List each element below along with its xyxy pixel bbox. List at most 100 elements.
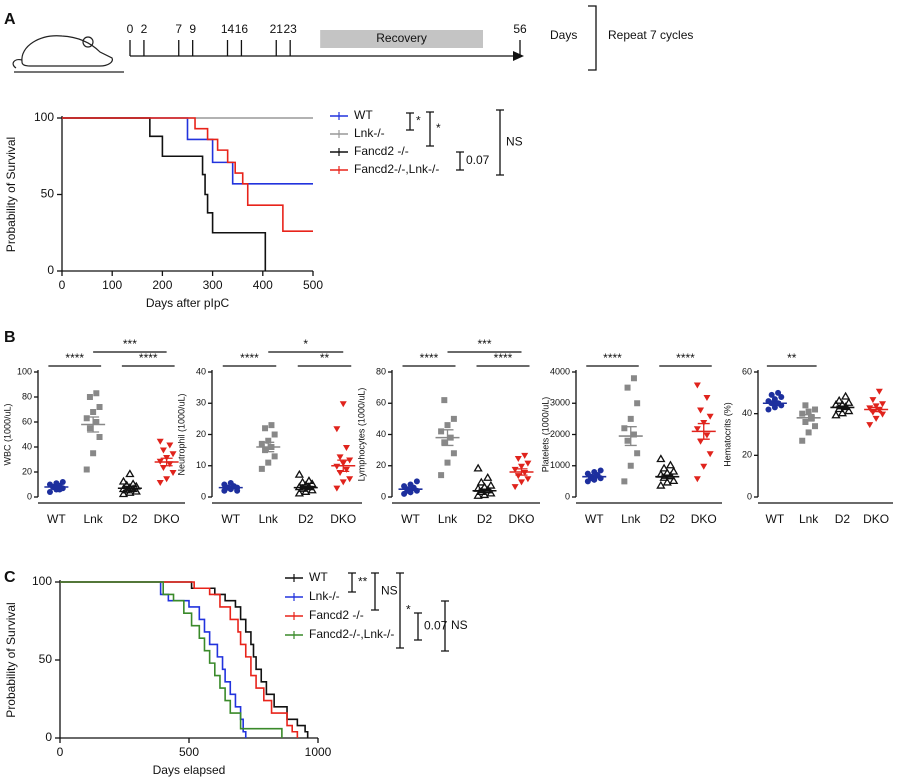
data-point bbox=[413, 478, 420, 485]
data-point bbox=[156, 438, 164, 445]
data-point bbox=[656, 454, 666, 463]
data-point bbox=[86, 394, 93, 400]
timeline-tick-label: 9 bbox=[189, 22, 196, 36]
x-tick-label: 0 bbox=[57, 745, 64, 759]
data-point bbox=[656, 480, 666, 489]
error-bar bbox=[661, 474, 674, 479]
timeline-tick-label: 21 bbox=[270, 22, 284, 36]
y-tick-label: 100 bbox=[17, 366, 32, 376]
data-point bbox=[93, 390, 100, 397]
data-point bbox=[627, 415, 634, 422]
data-point bbox=[444, 459, 451, 466]
data-point bbox=[518, 479, 525, 486]
data-point bbox=[802, 402, 809, 409]
y-axis-title: WBC (1000/uL) bbox=[2, 403, 12, 465]
data-point bbox=[159, 447, 167, 454]
recovery-label: Recovery bbox=[376, 31, 427, 45]
y-tick-label: 20 bbox=[742, 450, 752, 460]
y-tick-label: 40 bbox=[742, 408, 752, 418]
data-point bbox=[879, 411, 887, 418]
significance-label: **** bbox=[494, 351, 513, 365]
error-bar bbox=[802, 414, 815, 422]
data-point bbox=[802, 419, 809, 425]
significance-label: **** bbox=[139, 351, 158, 365]
data-point bbox=[83, 466, 90, 473]
x-axis-title: Days after pIpC bbox=[146, 296, 230, 310]
timeline-tick-label: 0 bbox=[127, 22, 134, 36]
x-tick-label: WT bbox=[47, 512, 66, 526]
data-point bbox=[265, 437, 272, 444]
significance-label: **** bbox=[420, 351, 439, 365]
data-point bbox=[163, 476, 171, 483]
data-point bbox=[659, 463, 669, 472]
data-point bbox=[799, 410, 806, 417]
panel-label: B bbox=[4, 329, 16, 346]
x-tick-label: Lnk bbox=[438, 512, 458, 526]
data-point bbox=[621, 478, 628, 485]
error-bar bbox=[441, 429, 454, 447]
x-tick-label: D2 bbox=[122, 512, 138, 526]
x-tick-label: D2 bbox=[835, 512, 851, 526]
timeline-arrow bbox=[513, 51, 524, 61]
data-point bbox=[844, 406, 854, 415]
x-tick-label: 0 bbox=[59, 278, 66, 292]
y-axis-title: Hematocrits (%) bbox=[722, 402, 732, 467]
error-bar bbox=[515, 468, 528, 476]
y-tick-label: 80 bbox=[22, 391, 32, 401]
data-point bbox=[524, 476, 532, 483]
error-bar bbox=[224, 485, 237, 490]
significance-label: * bbox=[406, 603, 411, 617]
data-point bbox=[834, 395, 844, 404]
x-tick-label: 100 bbox=[102, 278, 122, 292]
data-point bbox=[597, 467, 604, 474]
significance-label: *** bbox=[477, 337, 491, 351]
significance-bracket bbox=[456, 151, 464, 171]
significance-label: 0.07 bbox=[466, 153, 490, 167]
survival-curve bbox=[62, 117, 313, 185]
data-point bbox=[624, 384, 631, 391]
data-point bbox=[775, 389, 782, 396]
data-point bbox=[879, 401, 887, 408]
error-bar bbox=[478, 488, 491, 493]
x-tick-label: WT bbox=[221, 512, 240, 526]
error-bar bbox=[588, 474, 601, 479]
y-tick-label: 0 bbox=[565, 491, 570, 501]
data-point bbox=[634, 450, 641, 457]
significance-bracket bbox=[396, 572, 404, 649]
data-point bbox=[627, 462, 634, 469]
data-point bbox=[697, 438, 705, 445]
y-tick-label: 40 bbox=[376, 429, 386, 439]
significance-label: * bbox=[436, 121, 441, 135]
error-bar bbox=[160, 457, 173, 467]
data-point bbox=[339, 479, 347, 486]
y-tick-label: 3000 bbox=[550, 398, 570, 408]
data-point bbox=[294, 488, 304, 497]
data-point bbox=[342, 445, 350, 451]
error-bar bbox=[50, 485, 63, 489]
data-point bbox=[486, 480, 496, 489]
significance-bracket bbox=[496, 109, 504, 176]
x-tick-label: D2 bbox=[298, 512, 314, 526]
legend-label: WT bbox=[309, 570, 328, 584]
error-bar bbox=[123, 485, 136, 491]
y-axis-title: Platelets (1000/uL) bbox=[540, 397, 550, 473]
significance-label: **** bbox=[603, 351, 622, 365]
x-tick-label: 200 bbox=[152, 278, 172, 292]
data-point bbox=[333, 485, 341, 492]
data-point bbox=[118, 489, 129, 498]
data-point bbox=[703, 432, 711, 439]
y-tick-label: 80 bbox=[376, 366, 386, 376]
legend-label: Lnk-/- bbox=[309, 589, 340, 603]
data-point bbox=[346, 457, 354, 464]
data-point bbox=[169, 451, 177, 458]
data-point bbox=[90, 409, 97, 415]
legend-label: Fancd2-/-,Lnk-/- bbox=[354, 162, 439, 176]
data-point bbox=[339, 401, 347, 408]
cycle-bracket bbox=[588, 5, 597, 71]
x-tick-label: Lnk bbox=[83, 512, 103, 526]
data-point bbox=[333, 463, 341, 470]
data-point bbox=[271, 431, 278, 438]
data-point bbox=[630, 431, 637, 438]
legend-label: Fancd2-/-,Lnk-/- bbox=[309, 627, 394, 641]
error-bar bbox=[337, 459, 350, 473]
